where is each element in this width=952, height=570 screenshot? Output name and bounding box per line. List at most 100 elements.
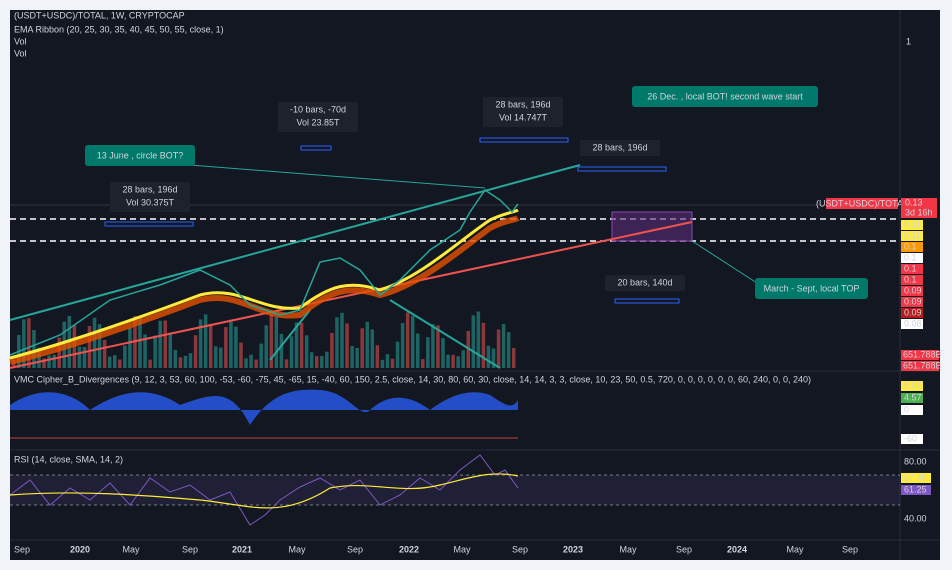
level-tag: [901, 308, 923, 318]
vmc-level: 5.07: [904, 380, 922, 390]
volume-bar: [299, 322, 304, 368]
x-axis-label: Sep: [14, 544, 30, 554]
level-label: 0.09: [904, 296, 922, 306]
ema-ribbon: [9, 208, 519, 360]
volume-bar: [82, 347, 87, 368]
volume-bar: [405, 312, 410, 368]
volume-bar: [355, 347, 359, 368]
trend-line: [9, 221, 693, 369]
rsi-tag: [901, 473, 931, 483]
callout-box: [85, 145, 195, 166]
rsi-band: [10, 475, 900, 505]
volume-bar: [264, 325, 268, 368]
volume-bar: [294, 322, 299, 368]
x-axis-label: 2023: [563, 544, 583, 554]
measure-label: [483, 97, 563, 127]
measure-bracket: [577, 166, 667, 172]
level-label: 0.1: [904, 252, 917, 262]
volume-bar: [309, 352, 314, 368]
volume-bar: [481, 322, 486, 368]
volume-bar: [385, 354, 390, 368]
callout-line: [691, 240, 761, 286]
volume-bar: [395, 341, 400, 368]
volume-bar: [304, 335, 309, 368]
volume-bar: [501, 324, 506, 368]
volume-bar: [158, 320, 162, 368]
level-label: 0.11: [904, 230, 921, 240]
volume-bar: [203, 314, 208, 368]
volume-bar: [400, 323, 405, 368]
volume-bar: [330, 333, 334, 368]
volume-bar: [22, 319, 26, 368]
volume-bar: [320, 356, 324, 368]
measure-label: [110, 182, 190, 212]
measure-vol: Vol 14.747T: [499, 112, 548, 122]
volume-bar: [52, 354, 56, 368]
measure-bracket: [104, 221, 194, 227]
level-label: 0.11: [904, 219, 921, 229]
volume-bar: [42, 358, 46, 368]
volume-bar: [143, 334, 147, 368]
volume-bar: [284, 359, 289, 368]
vmc-level: -60: [904, 433, 917, 443]
volume-bar: [193, 335, 198, 368]
volume-bar: [57, 337, 61, 368]
callout-box: [632, 86, 818, 107]
x-axis-label: Sep: [842, 544, 858, 554]
volume-bar: [178, 357, 183, 368]
volume-bar: [198, 319, 203, 368]
volume-bar: [421, 359, 425, 368]
symbol-label: (USDT+USDC)/TOTAL: [816, 198, 908, 208]
volume-bar: [239, 342, 243, 368]
volume-tag: [901, 361, 939, 371]
callout-text: 26 Dec. , local BOT! second wave start: [647, 91, 803, 101]
volume-bar: [274, 316, 279, 368]
vmc-tag: [901, 381, 923, 391]
vmc-title: VMC Cipher_B_Divergences (9, 12, 3, 53, …: [14, 374, 811, 384]
measure-bars: 28 bars, 196d: [495, 99, 550, 109]
volume-bar: [123, 345, 127, 368]
header-text: Vol: [14, 48, 27, 58]
level-tag: [901, 275, 923, 285]
volume-bar: [289, 336, 294, 368]
vmc-wave: [10, 389, 518, 425]
volume-bar: [461, 350, 465, 368]
rsi-tag: [901, 485, 931, 495]
volume-bar: [214, 346, 218, 368]
volume-bar: [491, 348, 496, 368]
volume-bar: [496, 329, 501, 368]
volume-bar: [249, 354, 253, 368]
rsi-level: 80.00: [904, 456, 927, 466]
volume-bar: [360, 328, 364, 368]
volume-bar: [441, 338, 445, 368]
callout-text: March - Sept, local TOP: [764, 283, 860, 293]
volume-bar: [476, 311, 481, 368]
level-tag: [901, 253, 923, 263]
level-label: 0.1: [904, 263, 917, 273]
volume-bar: [511, 347, 516, 368]
volume-bar: [102, 339, 107, 368]
x-axis-label: May: [288, 544, 306, 554]
measure-bracket: [614, 298, 680, 304]
volume-bar: [173, 349, 178, 368]
volume-bar: [486, 345, 491, 368]
vmc-tag: [901, 405, 923, 415]
level-tag: [901, 319, 923, 329]
rsi-level: 61.25: [904, 484, 927, 494]
volume-bar: [37, 347, 41, 368]
volume-bar: [315, 356, 319, 368]
vmc-tag: [901, 434, 923, 444]
volume-bar: [113, 355, 117, 368]
volume-bar: [163, 320, 167, 368]
volume-bar: [224, 327, 228, 368]
volume-bar: [183, 355, 188, 368]
volume-bar: [234, 326, 238, 368]
vmc-level: 4.57: [904, 392, 922, 402]
measure-label: [580, 140, 660, 156]
volume-bar: [380, 359, 385, 368]
price-candles: [9, 188, 519, 356]
volume-bar: [118, 359, 122, 368]
volume-bar: [436, 325, 440, 368]
x-axis-label: May: [453, 544, 471, 554]
header-text: EMA Ribbon (20, 25, 30, 35, 40, 45, 50, …: [14, 24, 224, 34]
